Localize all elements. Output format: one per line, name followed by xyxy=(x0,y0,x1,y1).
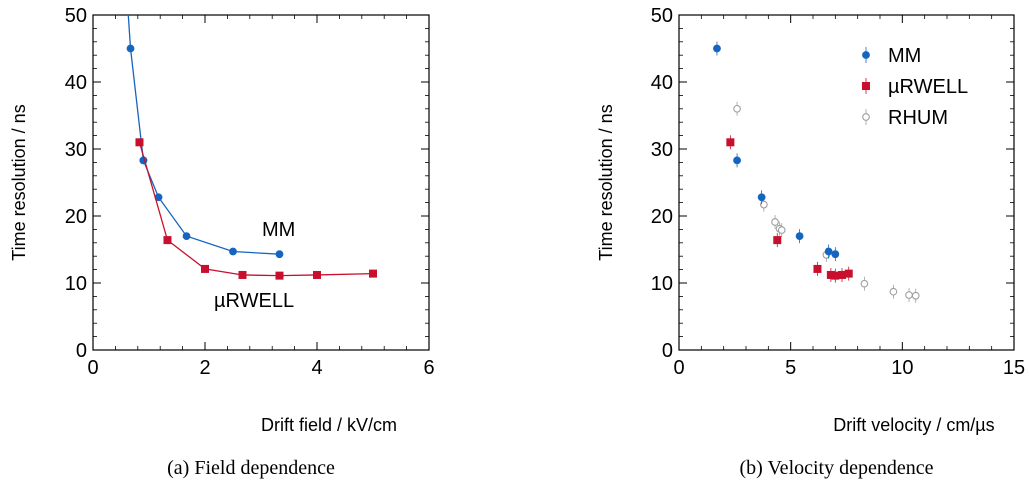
rhum-point xyxy=(733,104,741,113)
x-axis-title: Drift velocity / cm/µs xyxy=(833,415,994,435)
y-tick-label: 30 xyxy=(651,139,673,161)
series-mm-line xyxy=(127,15,280,255)
annotation-mm: MM xyxy=(262,219,295,241)
urwell-point xyxy=(238,270,247,279)
series-urwell xyxy=(135,138,377,280)
y-tick-label: 50 xyxy=(651,5,673,27)
urwell-point xyxy=(826,270,835,279)
series-urwell-line xyxy=(138,142,374,277)
urwell-point xyxy=(201,264,209,273)
urwell-point xyxy=(813,264,822,273)
x-tick-label: 5 xyxy=(785,357,796,379)
x-tick-label: 10 xyxy=(891,357,913,379)
mm-point xyxy=(831,250,840,259)
mm-point xyxy=(275,250,284,259)
panel-velocity-dependence: 0 5 10 15 0 10 20 30 40 50 Drift velocity / cm/µs T… xyxy=(596,5,1025,479)
urwell-point xyxy=(838,270,847,279)
mm-point xyxy=(126,44,135,53)
legend-label-urwell: µRWELL xyxy=(888,76,968,98)
annotation-urwell: µRWELL xyxy=(214,290,294,312)
mm-point xyxy=(182,232,191,240)
legend: MM µRWELL RHUM xyxy=(862,45,968,129)
legend-label-mm: MM xyxy=(888,45,921,67)
y-tick-label: 10 xyxy=(65,273,87,295)
mm-point xyxy=(229,247,237,256)
plot-frame xyxy=(92,14,430,351)
legend-marker-mm xyxy=(862,51,870,59)
x-tick-label: 15 xyxy=(1003,357,1025,379)
series-mm xyxy=(126,15,284,259)
x-tick-label: 0 xyxy=(673,357,684,379)
urwell-point xyxy=(831,271,840,280)
plot-frame xyxy=(678,14,1015,351)
panel-caption: (a) Field dependence xyxy=(167,457,335,479)
y-tick-label: 0 xyxy=(662,340,673,362)
y-tick-label: 50 xyxy=(65,5,87,27)
series-rhum xyxy=(733,101,920,303)
y-tick-label: 10 xyxy=(651,273,673,295)
urwell-point xyxy=(726,138,735,147)
urwell-point xyxy=(135,138,144,147)
x-tick-label: 0 xyxy=(87,357,98,379)
legend-marker-urwell xyxy=(862,82,870,90)
urwell-point xyxy=(163,236,172,245)
rhum-point xyxy=(860,279,869,288)
y-tick-label: 40 xyxy=(651,72,673,94)
y-tick-label: 20 xyxy=(65,206,87,228)
mm-point xyxy=(824,247,833,256)
rhum-point xyxy=(771,218,779,226)
mm-point xyxy=(713,44,721,53)
x-tick-label: 2 xyxy=(199,357,210,379)
urwell-point xyxy=(275,271,284,280)
x-tick-label: 4 xyxy=(311,357,322,379)
mm-point xyxy=(733,156,741,165)
urwell-point xyxy=(313,270,321,279)
y-axis-title: Time resolution / ns xyxy=(596,104,616,260)
legend-marker-rhum xyxy=(862,113,870,121)
x-tick-label: 6 xyxy=(423,357,434,379)
legend-label-rhum: RHUM xyxy=(888,107,948,129)
rhum-point xyxy=(905,291,913,299)
panel-caption: (b) Velocity dependence xyxy=(740,457,934,479)
rhum-point xyxy=(889,287,898,296)
urwell-point xyxy=(773,236,782,245)
y-tick-label: 20 xyxy=(651,206,673,228)
mm-point xyxy=(757,193,766,202)
y-axis-title: Time resolution / ns xyxy=(9,104,29,260)
panel-field-dependence: 0 2 4 6 0 10 20 30 40 50 Drift field / kV/cm Time r… xyxy=(9,5,435,479)
urwell-point xyxy=(844,269,853,278)
rhum-point xyxy=(777,226,786,234)
rhum-point xyxy=(760,200,768,209)
series-urwell xyxy=(726,135,853,283)
rhum-point xyxy=(911,291,920,300)
y-tick-label: 40 xyxy=(65,72,87,94)
series-mm xyxy=(713,41,840,262)
x-axis-title: Drift field / kV/cm xyxy=(261,415,397,435)
mm-point xyxy=(795,232,804,240)
y-tick-label: 0 xyxy=(76,340,87,362)
y-tick-label: 30 xyxy=(65,139,87,161)
urwell-point xyxy=(369,269,377,278)
